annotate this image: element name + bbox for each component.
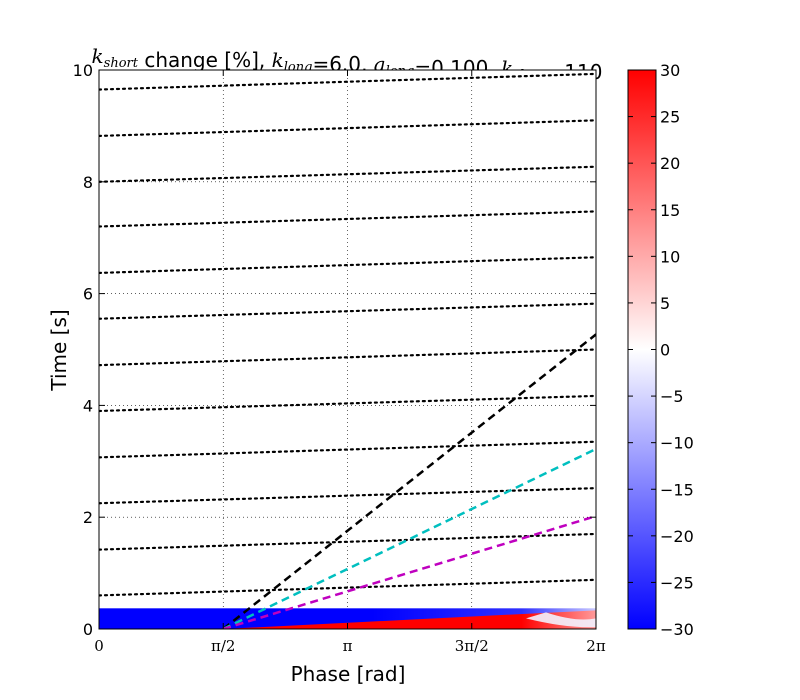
x-tick-label: π/2 (211, 637, 235, 655)
dotted-line (99, 72, 596, 91)
plot-area (99, 70, 596, 629)
x-tick-label: 2π (586, 637, 606, 655)
colorbar-tick-label: 20 (660, 154, 680, 173)
y-tick-label: 10 (73, 61, 93, 80)
colorbar-tick-label: −20 (660, 527, 694, 546)
x-tick-label: 3π/2 (455, 637, 489, 655)
dashed-lines (222, 333, 596, 629)
colorbar-tick-label: 10 (660, 247, 680, 266)
dashed-line (222, 447, 596, 629)
colorbar-ticks: 30 25 20 15 10 5 0 −5 −10 −15 −20 −25 −30 (628, 61, 694, 639)
colorbar-tick-label: −5 (660, 387, 684, 406)
colorbar-tick-label: −30 (660, 620, 694, 639)
dotted-line (99, 165, 596, 183)
colorbar-tick-label: −15 (660, 480, 694, 499)
colorbar-tick-label: 30 (660, 61, 680, 80)
title-part: a (374, 52, 386, 76)
dotted-line (99, 440, 596, 459)
y-tick-label: 0 (83, 620, 93, 639)
dotted-line (99, 532, 596, 551)
dotted-line (99, 119, 596, 138)
dotted-line (99, 210, 596, 228)
colorbar-tick-label: 5 (660, 294, 670, 313)
title-part: short (104, 56, 139, 71)
dashed-line (222, 333, 596, 629)
colorbar-tick-label: 0 (660, 341, 670, 360)
x-tick-label: 0 (94, 637, 104, 655)
y-tick-label: 2 (83, 508, 93, 527)
title-part: k (272, 48, 284, 72)
dotted-line (99, 487, 596, 505)
y-axis-label: Time [s] (47, 309, 71, 391)
y-tick-label: 8 (83, 173, 93, 192)
colorbar-tick-label: 15 (660, 201, 680, 220)
y-tick-label: 6 (83, 285, 93, 304)
title-part: k (92, 44, 104, 68)
heatmap-transition-region (526, 612, 596, 628)
axis-ticks: 0 π/2 π 3π/2 2π 0 2 4 6 8 10 (73, 61, 606, 655)
dotted-line (99, 578, 596, 597)
y-tick-label: 4 (83, 396, 93, 415)
colorbar-tick-label: −10 (660, 434, 694, 453)
x-axis-label: Phase [rad] (291, 662, 406, 686)
heatmap-red-region (223, 610, 596, 629)
title-part: change [%], (138, 48, 272, 72)
dotted-line (99, 256, 596, 275)
colorbar-tick-label: −25 (660, 573, 694, 592)
dotted-line (99, 348, 596, 367)
dotted-lines (99, 72, 596, 597)
grid (99, 70, 596, 629)
x-tick-label: π (343, 637, 353, 655)
colorbar-tick-label: 25 (660, 108, 680, 127)
dotted-line (99, 302, 596, 320)
